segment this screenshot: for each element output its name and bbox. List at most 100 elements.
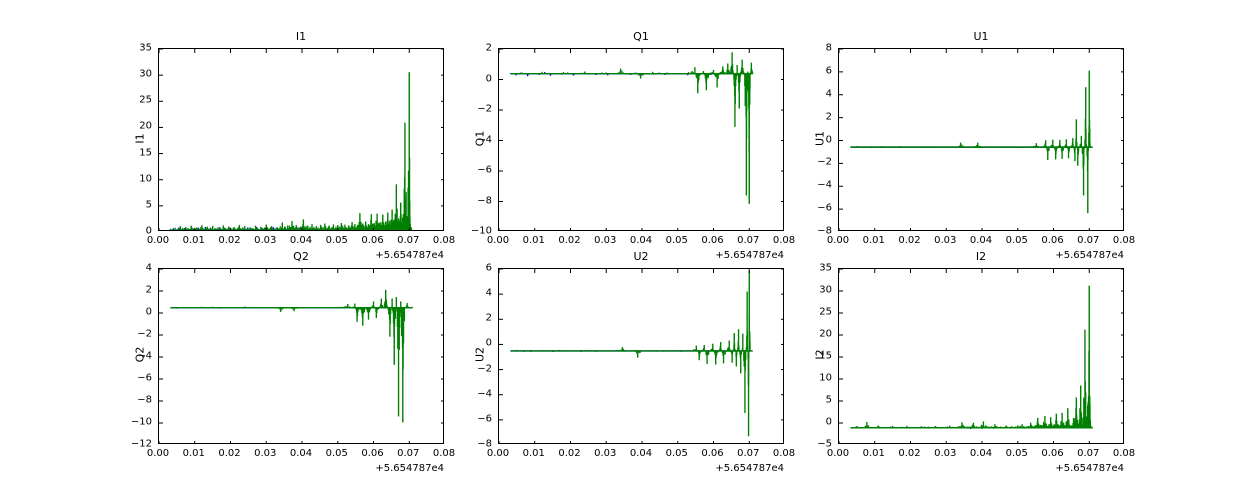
x-tick-label: 0.03 [934,235,957,246]
subplot-title-i1: I1 [295,30,307,43]
y-tick-label: 8 [825,42,832,54]
x-axis-offset-text: +5.654787e4 [375,463,444,474]
x-tick-label: 0.03 [594,448,617,459]
series-green-u1 [850,70,1094,214]
y-tick-label: −6 [477,164,492,176]
x-axis-offset-text: +5.654787e4 [715,463,784,474]
subplot-title-u1: U1 [973,30,989,43]
y-tick-label: −8 [477,438,492,450]
axes-frame-u2 [498,268,784,444]
subplot-i1: I1 I1 0 5 10 15 20 25 30 35 0.00 0.01 0.02 0.03 0.04 0.… [134,30,456,261]
series-green-u2 [510,270,754,437]
x-axis-offset-text: +5.654787e4 [1055,463,1124,474]
series-green-i1 [169,72,413,230]
x-tick-label: 0.02 [558,448,581,459]
x-tick-label: 0.02 [558,235,581,246]
subplot-title-u2: U2 [633,250,649,263]
y-tick-label: −6 [477,413,492,425]
x-tick-label: 0.03 [254,235,277,246]
series-green-q1 [509,52,754,204]
y-tick-label: 25 [819,306,832,318]
subplot-title-i2: I2 [975,250,987,263]
y-tick-label: 15 [139,147,152,159]
x-tick-label: 0.06 [1041,448,1064,459]
y-tick-label: −8 [477,195,492,206]
x-tick-label: 0.05 [665,235,688,246]
y-tick-label: 20 [139,120,152,132]
y-tick-label: −8 [137,394,152,406]
x-tick-label: 0.01 [862,448,885,459]
x-tick-label: 0.08 [772,235,796,246]
y-tick-label: 0 [145,225,152,237]
subplot-q2: Q2 Q2 −12 −10 −8 −6 −4 −2 0 2 4 0.00 0.01 0.02 0.03 0.0… [131,250,455,474]
series-green-q2 [170,289,414,423]
axes-frame-q1 [498,48,784,231]
x-tick-label: 0.00 [486,235,510,246]
y-tick-label: −10 [130,416,152,428]
x-tick-label: 0.08 [772,448,796,459]
y-tick-label: −4 [137,350,152,362]
y-tick-label: 2 [485,42,492,54]
x-tick-label: 0.08 [432,235,456,246]
y-tick-label: 10 [819,372,832,384]
y-tick-label: −2 [817,156,832,168]
y-tick-label: 5 [145,199,152,211]
x-tick-label: 0.03 [254,448,277,459]
axes-frame-i1 [158,48,444,231]
y-tick-label: −2 [137,328,152,340]
x-tick-label: 0.01 [862,235,885,246]
x-tick-label: 0.02 [898,235,921,246]
x-tick-label: 0.06 [361,235,384,246]
y-tick-label: −6 [817,202,832,214]
plot-area-u1 [850,70,1094,214]
y-tick-label: 35 [139,42,152,54]
x-tick-label: 0.05 [1005,235,1028,246]
x-tick-label: 0.00 [826,448,850,459]
subplot-title-q1: Q1 [633,30,649,43]
x-tick-label: 0.00 [826,235,850,246]
y-tick-label: −8 [817,225,832,237]
y-tick-label: 4 [145,262,152,274]
x-tick-label: 0.08 [1112,235,1136,246]
x-tick-label: 0.05 [325,235,348,246]
axes-frame-i2 [838,268,1124,444]
y-tick-label: −12 [130,438,152,450]
y-tick-label: 4 [825,88,832,100]
y-tick-label: 30 [819,284,832,296]
y-tick-label: 0 [825,416,832,428]
x-tick-label: 0.05 [665,448,688,459]
y-tick-label: −2 [477,363,492,375]
subplot-u2: U2 U2 −8 −6 −4 −2 0 2 4 6 0.00 0.01 0.02 0.03 0.04 0.05… [474,250,796,474]
x-tick-label: 0.07 [737,235,760,246]
x-tick-label: 0.02 [218,448,241,459]
x-tick-label: 0.04 [289,448,313,459]
y-tick-label: 2 [825,111,832,123]
y-tick-label: 0 [145,306,152,318]
y-tick-label: 5 [825,394,832,406]
y-tick-label: 6 [825,65,832,77]
x-tick-label: 0.07 [397,448,420,459]
y-tick-label: 4 [485,287,492,299]
y-axis-label-i1: I1 [133,132,147,144]
x-tick-label: 0.01 [182,448,205,459]
subplot-u1: U1 U1 −8 −6 −4 −2 0 2 4 6 8 0.00 0.01 0.02 0.03 0.04 0.0… [814,30,1136,261]
axes-frame-u1 [838,48,1124,231]
x-tick-label: 0.02 [218,235,241,246]
x-tick-label: 0.04 [629,235,653,246]
series-green-i2 [850,285,1094,429]
y-tick-label: 25 [139,94,152,106]
y-tick-label: 20 [819,328,832,340]
x-tick-label: 0.03 [934,448,957,459]
x-tick-label: 0.01 [182,235,205,246]
x-tick-label: 0.02 [898,448,921,459]
subplot-q1: Q1 Q1 −10 −8 −6 −4 −2 0 2 0.00 0.01 0.02 0.03 0.04 0.0… [471,30,795,261]
y-tick-label: 6 [485,262,492,274]
x-tick-label: 0.03 [594,235,617,246]
y-tick-label: 15 [819,350,832,362]
x-tick-label: 0.06 [1041,235,1064,246]
y-tick-label: −2 [477,103,492,115]
x-tick-label: 0.05 [1005,448,1028,459]
axes-frame-q2 [158,268,444,444]
x-tick-label: 0.07 [1077,448,1100,459]
